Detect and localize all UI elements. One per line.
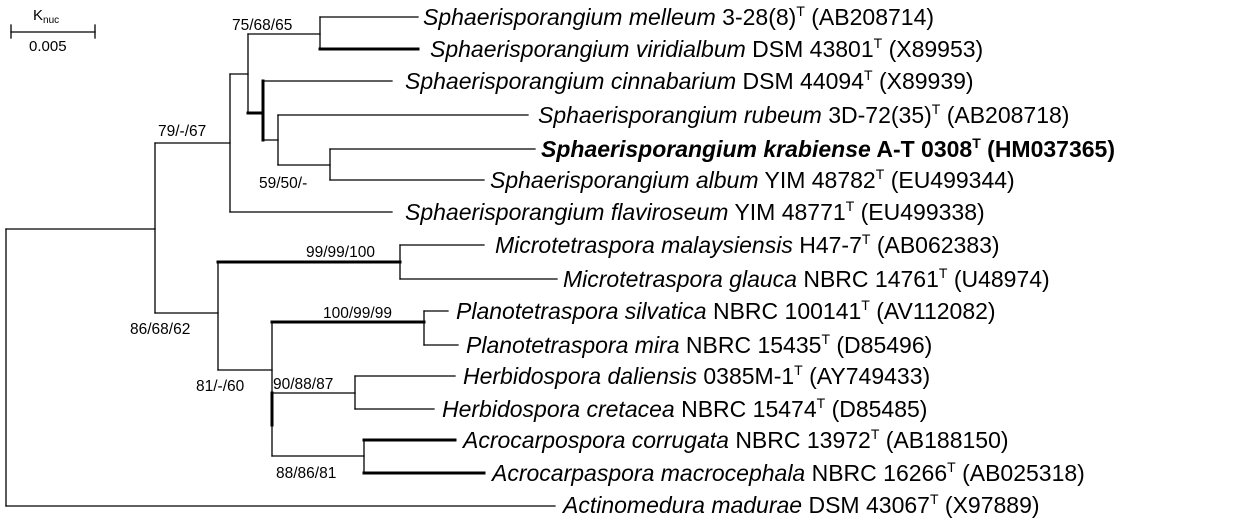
taxon-label-highlighted: Sphaerisporangium krabiense A-T 0308T (H… (541, 127, 1115, 162)
bootstrap-labels: 75/68/65 79/-/67 59/50/- 99/99/100 86/68… (130, 17, 392, 482)
taxon-label: Acrocarpospora corrugata NBRC 13972T (AB… (461, 418, 1009, 453)
bootstrap-label: 88/86/81 (276, 465, 336, 482)
scale-bar-value: 0.005 (29, 38, 67, 55)
taxon-label: Sphaerisporangium cinnabarium DSM 44094T… (405, 59, 974, 94)
taxon-label: Sphaerisporangium album YIM 48782T (EU49… (490, 158, 1015, 193)
taxon-label: Sphaerisporangium flaviroseum YIM 48771T… (405, 190, 985, 225)
scale-bar: Knuc 0.005 (10, 7, 96, 55)
bootstrap-label: 79/-/67 (158, 123, 206, 140)
taxon-label: Sphaerisporangium melleum 3-28(8)T (AB20… (423, 0, 934, 30)
taxon-label: Herbidospora daliensis 0385M-1T (AY74943… (463, 354, 930, 389)
bootstrap-label: 59/50/- (259, 175, 307, 192)
taxon-label: Microtetraspora glauca NBRC 14761T (U489… (563, 257, 1050, 292)
scale-bar-label: Knuc (33, 7, 59, 26)
bootstrap-label: 100/99/99 (323, 305, 392, 322)
taxon-label: Herbidospora cretacea NBRC 15474T (D8548… (442, 387, 927, 422)
bootstrap-label: 75/68/65 (232, 17, 292, 34)
bootstrap-label: 86/68/62 (130, 321, 190, 338)
taxon-label: Acrocarpaspora macrocephala NBRC 16266T … (490, 451, 1085, 486)
taxon-label: Sphaerisporangium viridialbum DSM 43801T… (430, 27, 983, 62)
bootstrap-label: 81/-/60 (196, 378, 245, 395)
taxon-label: Planotetraspora mira NBRC 15435T (D85496… (466, 323, 932, 358)
taxon-label: Planotetraspora silvatica NBRC 100141T (… (456, 289, 996, 324)
taxon-labels: Sphaerisporangium melleum 3-28(8)T (AB20… (405, 0, 1115, 518)
taxon-label: Microtetraspora malaysiensis H47-7T (AB0… (495, 223, 1000, 258)
bootstrap-label: 99/99/100 (306, 244, 375, 261)
taxon-label: Actinomedura madurae DSM 43067T (X97889) (561, 483, 1040, 518)
bootstrap-label: 90/88/87 (273, 376, 333, 393)
taxon-label: Sphaerisporangium rubeum 3D-72(35)T (AB2… (538, 93, 1069, 128)
tree-branches (5, 16, 558, 507)
